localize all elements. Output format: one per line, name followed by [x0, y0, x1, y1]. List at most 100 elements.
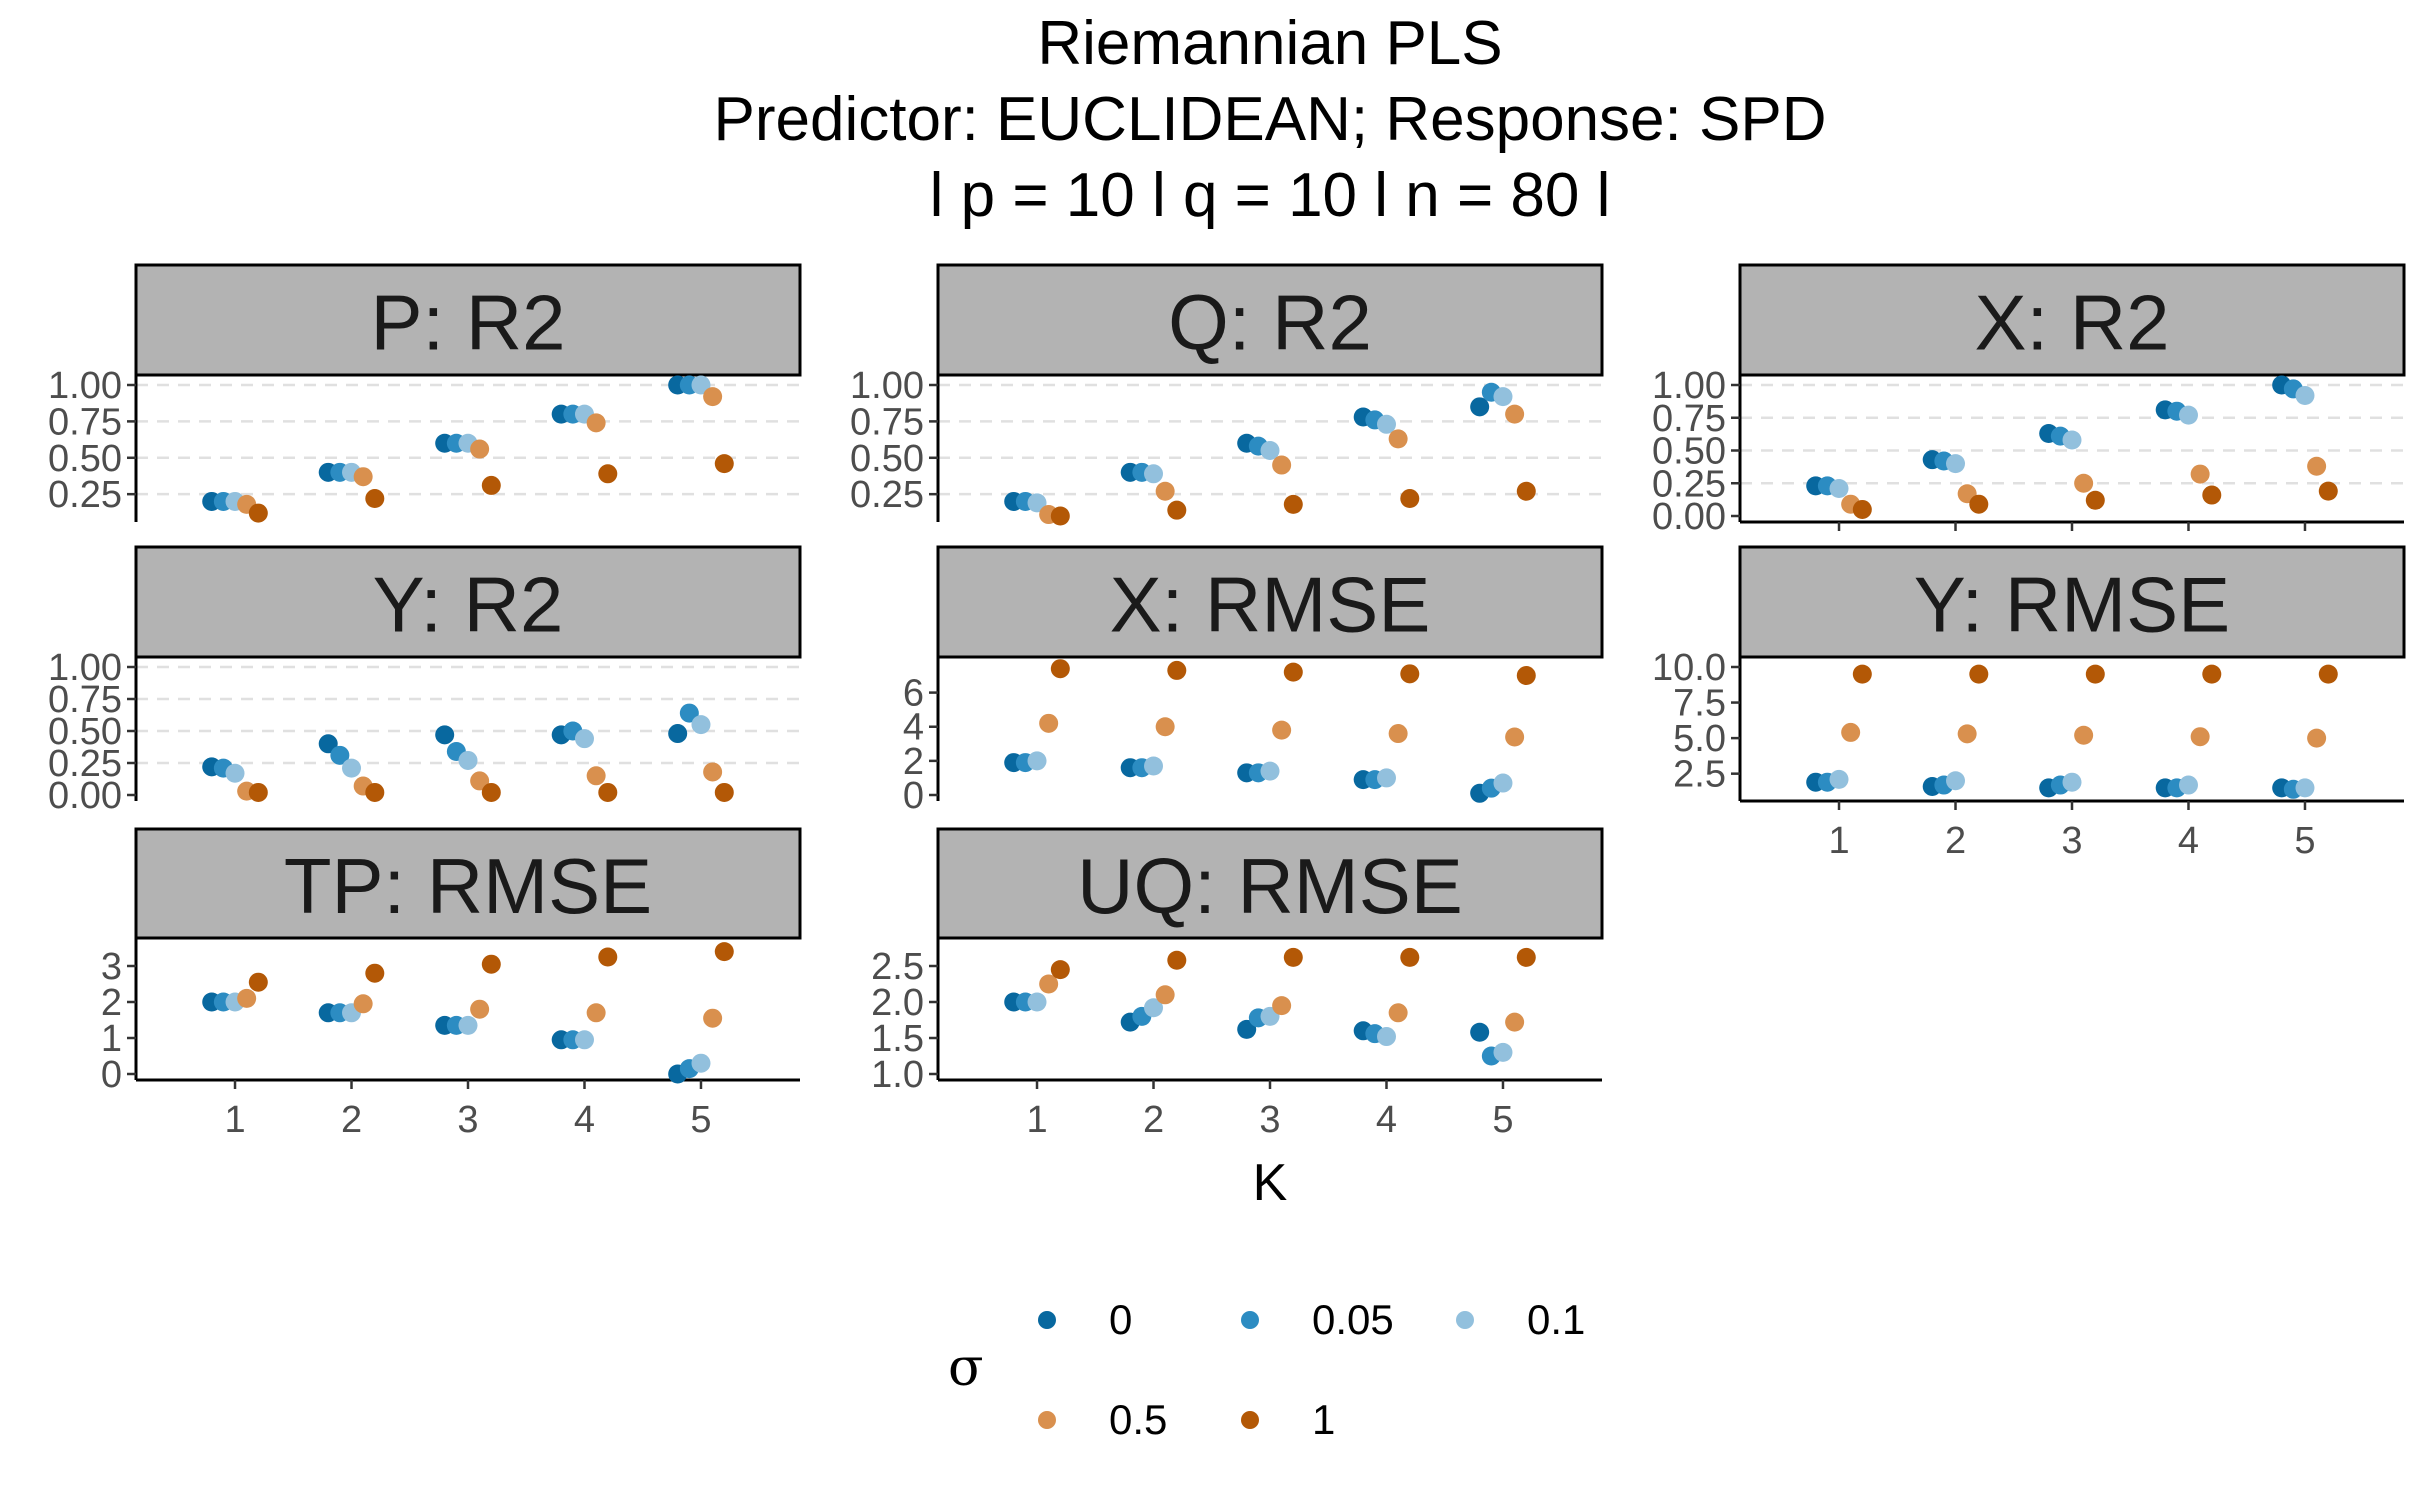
data-point	[598, 464, 618, 484]
panel-uq-rmse: UQ: RMSE 1.01.52.02.5 1 2 3 4 5	[871, 827, 1604, 1141]
data-point	[1155, 481, 1175, 501]
data-point	[703, 387, 723, 407]
data-point	[1144, 464, 1164, 484]
data-point	[2190, 727, 2210, 747]
data-point	[2085, 490, 2105, 510]
data-point	[365, 782, 385, 802]
y-tick-label: 7.5	[1673, 683, 1726, 725]
panel-strip	[936, 827, 1604, 940]
data-point	[435, 725, 455, 745]
x-tick-label: 2	[1945, 820, 1966, 862]
legend-key-0.5	[1038, 1411, 1056, 1429]
y-tick-label: 0.50	[850, 438, 924, 480]
data-point	[1388, 1003, 1408, 1023]
panel-strip-label: TP: RMSE	[284, 842, 652, 930]
title-line-3: l p = 10 l q = 10 l n = 80 l	[930, 161, 1611, 230]
data-point	[586, 766, 606, 786]
data-point	[1283, 494, 1303, 514]
y-tick-label: 1.00	[48, 647, 122, 689]
data-point	[1829, 769, 1849, 789]
legend-title: σ	[948, 1338, 984, 1398]
data-point	[586, 413, 606, 433]
data-point	[1829, 478, 1849, 498]
legend-key-0.05	[1241, 1311, 1259, 1329]
data-point	[1027, 751, 1047, 771]
y-tick-label: 3	[101, 946, 122, 988]
panel-strip	[936, 263, 1604, 377]
data-point	[703, 762, 723, 782]
data-point	[2074, 473, 2094, 493]
y-tick-label: 0	[903, 775, 924, 817]
y-tick-label: 0.75	[48, 679, 122, 721]
data-point	[470, 439, 490, 459]
legend-label: 0.05	[1312, 1296, 1394, 1343]
data-point	[248, 782, 268, 802]
data-point	[2085, 664, 2105, 684]
y-tick-label: 1.00	[48, 365, 122, 407]
data-point	[1493, 773, 1513, 793]
legend-key-0	[1038, 1311, 1056, 1329]
title-line-1: Riemannian PLS	[1037, 9, 1502, 78]
data-point	[1144, 756, 1164, 776]
title-line-2: Predictor: EUCLIDEAN; Response: SPD	[714, 85, 1827, 154]
y-tick-label: 10.0	[1652, 647, 1726, 689]
x-tick-label: 5	[690, 1099, 711, 1141]
data-point	[1237, 1019, 1257, 1039]
data-point	[318, 734, 338, 754]
data-point	[714, 782, 734, 802]
y-tick-label: 0.75	[48, 401, 122, 443]
legend-label: 0.1	[1527, 1296, 1585, 1343]
data-point	[598, 947, 618, 967]
data-point	[1493, 1042, 1513, 1062]
data-point	[1852, 664, 1872, 684]
facet-panels: P: R20.250.500.751.00Q: R20.250.500.751.…	[48, 263, 2406, 1141]
legend: σ 0 0.05 0.1 0.5 1	[948, 1296, 1585, 1443]
data-point	[1946, 454, 1966, 474]
y-tick-label: 0.50	[1652, 431, 1726, 473]
data-point	[1400, 664, 1420, 684]
y-tick-label: 0.25	[850, 474, 924, 516]
panel-strip	[1738, 263, 2406, 377]
data-point	[1272, 720, 1292, 740]
x-tick-label: 3	[1259, 1099, 1280, 1141]
data-point	[1155, 717, 1175, 737]
panel-strip-label: X: RMSE	[1110, 561, 1431, 649]
data-point	[586, 1003, 606, 1023]
data-point	[470, 999, 490, 1019]
data-point	[342, 758, 362, 778]
data-point	[1283, 947, 1303, 967]
data-point	[1376, 414, 1396, 434]
data-point	[458, 750, 478, 770]
y-tick-label: 4	[903, 707, 924, 749]
x-tick-label: 1	[1026, 1099, 1047, 1141]
data-point	[2318, 481, 2338, 501]
data-point	[1260, 761, 1280, 781]
panel-strip-label: Q: R2	[1168, 279, 1372, 367]
data-point	[353, 994, 373, 1014]
y-tick-label: 2.0	[871, 982, 924, 1024]
data-point	[1376, 1027, 1396, 1047]
data-point	[679, 703, 699, 723]
y-tick-label: 5.0	[1673, 718, 1726, 760]
data-point	[1969, 664, 1989, 684]
data-point	[1272, 996, 1292, 1016]
data-point	[1969, 494, 1989, 514]
y-tick-label: 2.5	[871, 946, 924, 988]
y-tick-label: 2	[903, 741, 924, 783]
data-point	[691, 375, 711, 395]
panel-strip	[134, 263, 802, 377]
data-point	[714, 454, 734, 474]
y-tick-label: 1.5	[871, 1018, 924, 1060]
panel-p-r2: P: R2 0.250.500.751.00	[48, 263, 802, 523]
data-point	[1167, 500, 1187, 520]
data-point	[1155, 985, 1175, 1005]
data-point	[1050, 659, 1070, 679]
data-point	[714, 942, 734, 962]
data-point	[2295, 778, 2315, 798]
data-point	[1167, 660, 1187, 680]
y-tick-label: 0	[101, 1054, 122, 1096]
x-tick-label: 3	[457, 1099, 478, 1141]
data-point	[365, 963, 385, 983]
data-point	[1470, 397, 1490, 417]
